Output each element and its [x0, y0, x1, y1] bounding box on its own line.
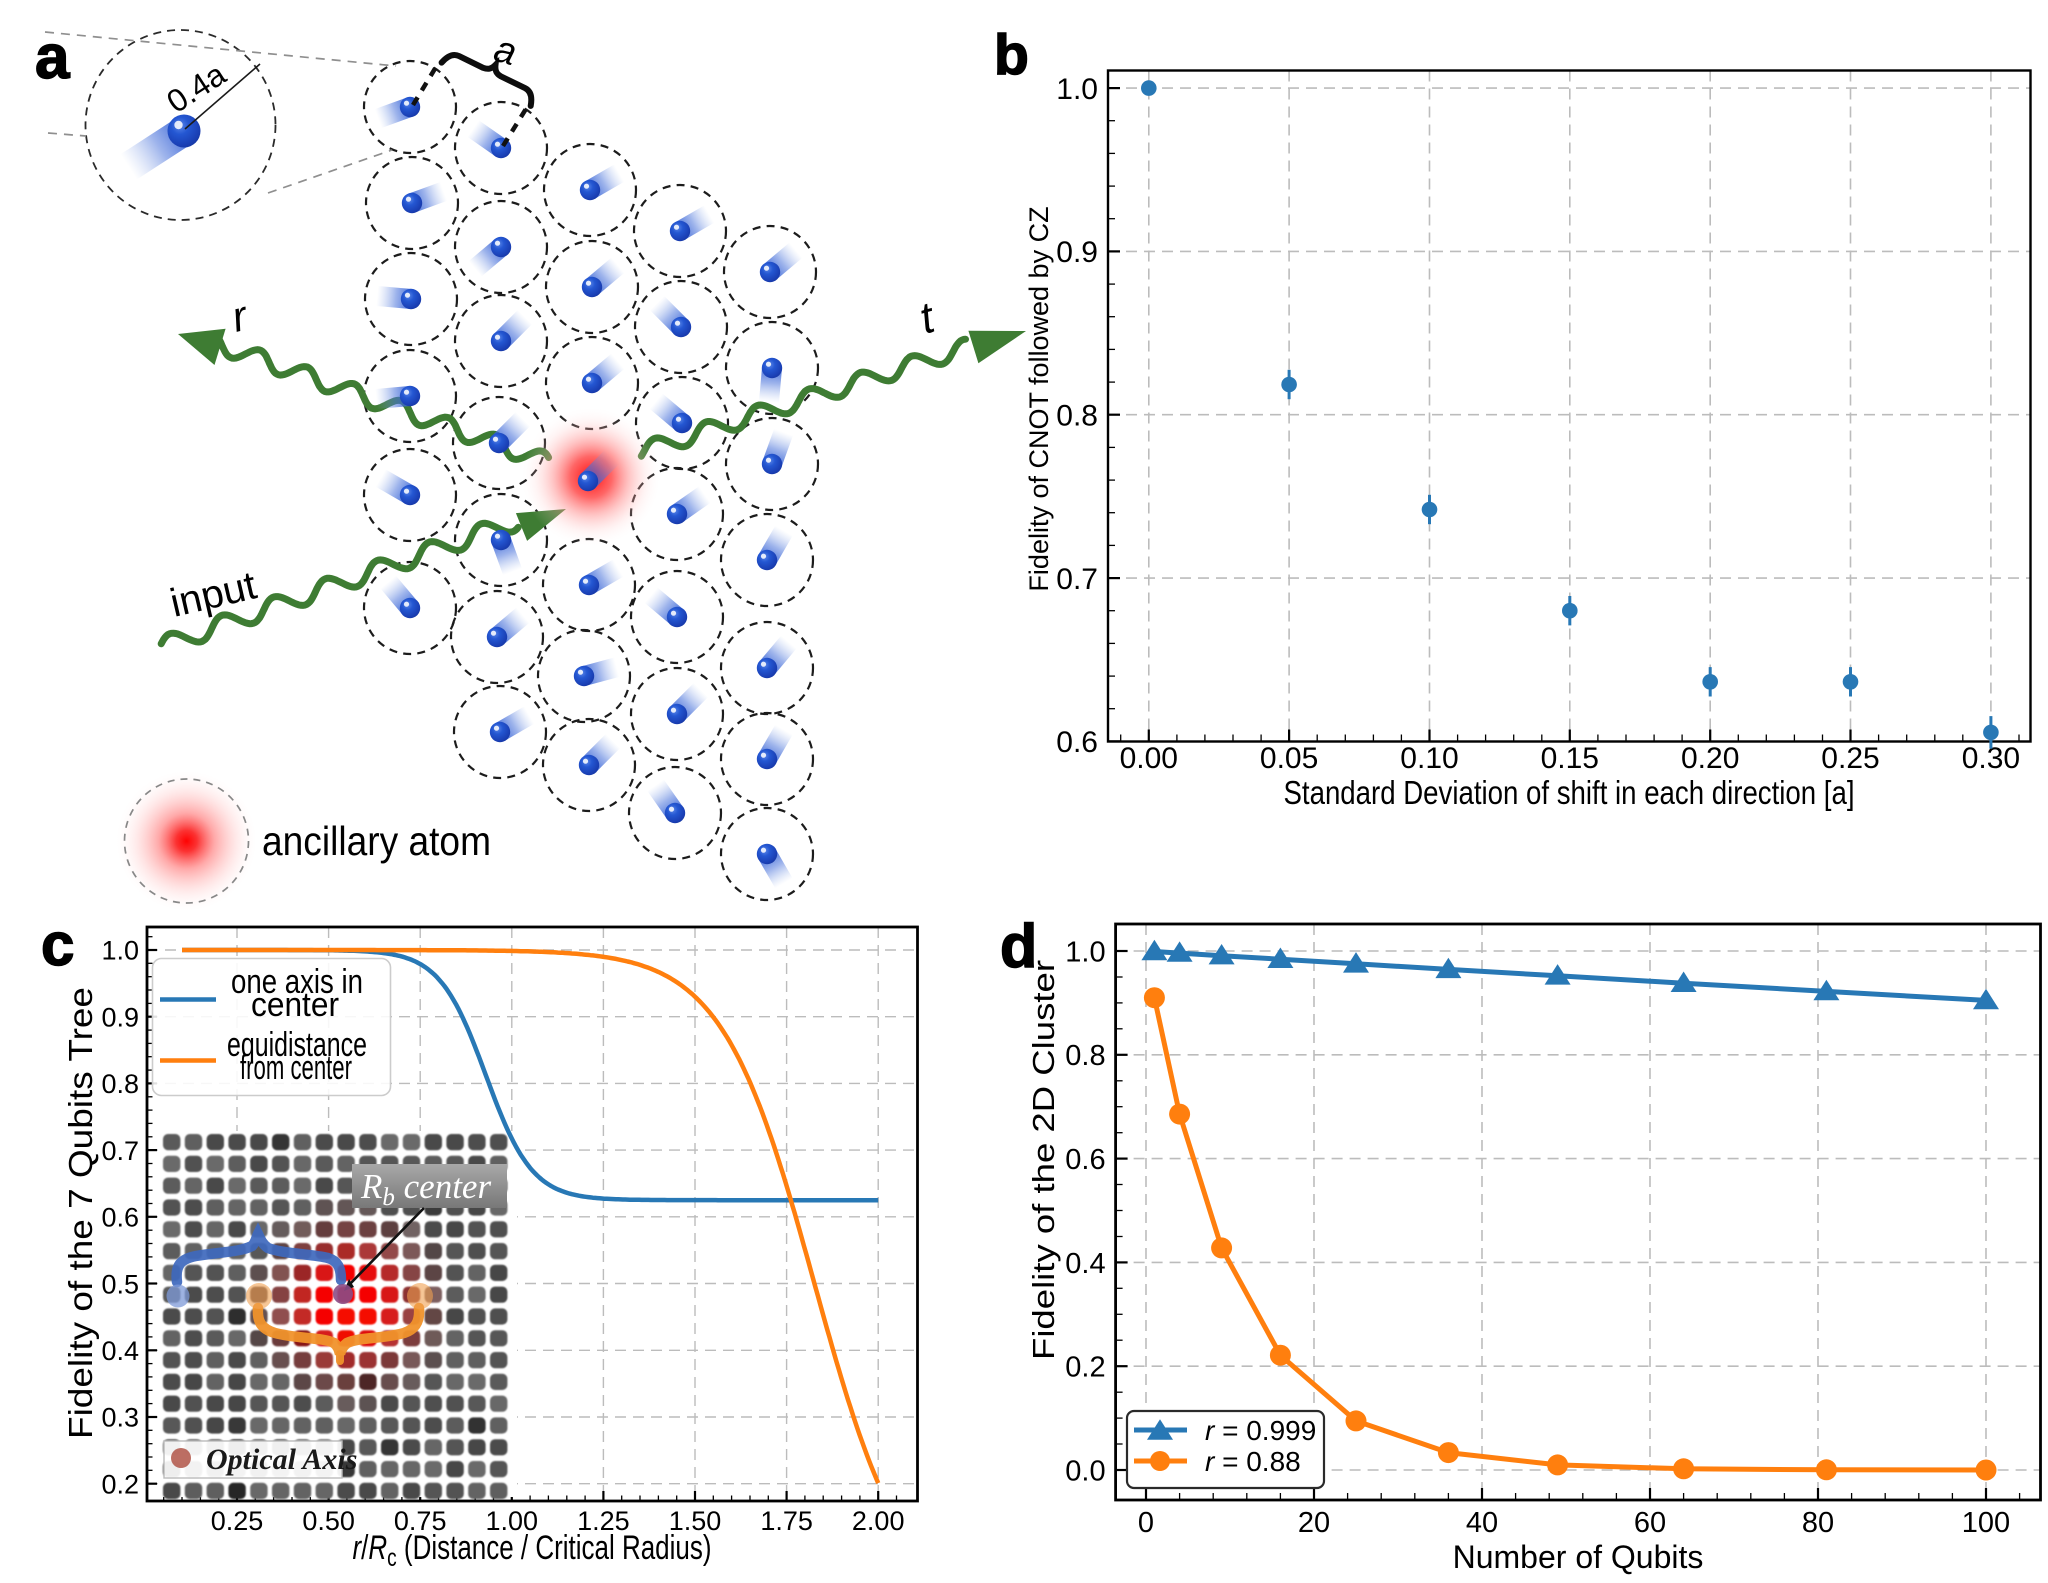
svg-text:from center: from center — [240, 1049, 352, 1087]
svg-text:1.0: 1.0 — [1065, 936, 1105, 968]
svg-text:1.00: 1.00 — [486, 1506, 539, 1536]
svg-text:0.7: 0.7 — [1056, 563, 1098, 596]
svg-text:0: 0 — [1138, 1507, 1154, 1539]
svg-text:0.00: 0.00 — [1120, 742, 1178, 775]
svg-text:a: a — [35, 23, 70, 92]
svg-text:0.4a: 0.4a — [160, 56, 232, 120]
svg-text:100: 100 — [1962, 1507, 2010, 1539]
svg-text:0.15: 0.15 — [1541, 742, 1599, 775]
svg-text:0.8: 0.8 — [101, 1069, 139, 1099]
svg-text:r = 0.88: r = 0.88 — [1205, 1446, 1301, 1477]
svg-text:0.2: 0.2 — [1065, 1352, 1105, 1384]
svg-text:0.05: 0.05 — [1260, 742, 1318, 775]
svg-text:40: 40 — [1466, 1507, 1498, 1539]
svg-text:equidistance: equidistance — [227, 1026, 367, 1064]
svg-text:2.00: 2.00 — [852, 1506, 905, 1536]
svg-text:0.50: 0.50 — [302, 1506, 355, 1536]
svg-text:1.0: 1.0 — [101, 936, 139, 966]
svg-text:one axis in: one axis in — [231, 963, 363, 1001]
svg-text:0.10: 0.10 — [1400, 742, 1458, 775]
svg-text:b: b — [994, 23, 1029, 87]
svg-text:0.4: 0.4 — [1065, 1248, 1105, 1280]
svg-text:input: input — [166, 563, 260, 625]
svg-text:Optical Axis: Optical Axis — [206, 1443, 357, 1476]
svg-text:0.2: 0.2 — [101, 1469, 139, 1499]
svg-text:center: center — [251, 986, 339, 1024]
svg-text:0.8: 0.8 — [1056, 400, 1098, 433]
svg-text:ancillary atom: ancillary atom — [262, 818, 491, 864]
svg-text:0.25: 0.25 — [211, 1506, 264, 1536]
svg-text:0.5: 0.5 — [101, 1269, 139, 1299]
svg-text:t: t — [914, 293, 941, 344]
svg-text:r = 0.999: r = 0.999 — [1205, 1415, 1316, 1446]
svg-text:a: a — [490, 28, 521, 74]
svg-text:0.8: 0.8 — [1065, 1040, 1105, 1072]
svg-text:Standard Deviation of shift in: Standard Deviation of shift in each dire… — [1284, 774, 1855, 811]
svg-text:80: 80 — [1802, 1507, 1834, 1539]
svg-text:r/Rc (Distance / Critical Radi: r/Rc (Distance / Critical Radius) — [353, 1529, 712, 1572]
svg-text:Rb center: Rb center — [360, 1167, 491, 1211]
svg-text:0.7: 0.7 — [101, 1136, 139, 1166]
svg-text:0.9: 0.9 — [101, 1002, 139, 1032]
svg-text:0.6: 0.6 — [101, 1203, 139, 1233]
svg-text:0.0: 0.0 — [1065, 1455, 1105, 1487]
svg-text:c: c — [41, 911, 74, 978]
svg-text:0.9: 0.9 — [1056, 236, 1098, 269]
svg-text:0.3: 0.3 — [101, 1403, 139, 1433]
svg-text:Fidelity of CNOT followed by C: Fidelity of CNOT followed by CZ — [1024, 206, 1054, 591]
svg-text:r: r — [227, 291, 254, 340]
svg-text:0.75: 0.75 — [394, 1506, 447, 1536]
svg-text:0.6: 0.6 — [1056, 726, 1098, 759]
svg-text:0.20: 0.20 — [1681, 742, 1739, 775]
svg-text:Number of Qubits: Number of Qubits — [1453, 1539, 1704, 1575]
svg-text:60: 60 — [1634, 1507, 1666, 1539]
svg-text:1.0: 1.0 — [1056, 73, 1098, 106]
svg-text:1.25: 1.25 — [577, 1506, 630, 1536]
svg-text:0.4: 0.4 — [101, 1336, 139, 1366]
svg-text:0.6: 0.6 — [1065, 1144, 1105, 1176]
svg-text:d: d — [1000, 912, 1037, 980]
svg-text:20: 20 — [1298, 1507, 1330, 1539]
svg-text:Fidelity of the 2D Cluster: Fidelity of the 2D Cluster — [1026, 960, 1061, 1360]
svg-text:0.25: 0.25 — [1821, 742, 1879, 775]
svg-text:1.50: 1.50 — [669, 1506, 722, 1536]
svg-text:Fidelity of the 7 Qubits Tree: Fidelity of the 7 Qubits Tree — [62, 987, 99, 1439]
svg-text:1.75: 1.75 — [760, 1506, 813, 1536]
